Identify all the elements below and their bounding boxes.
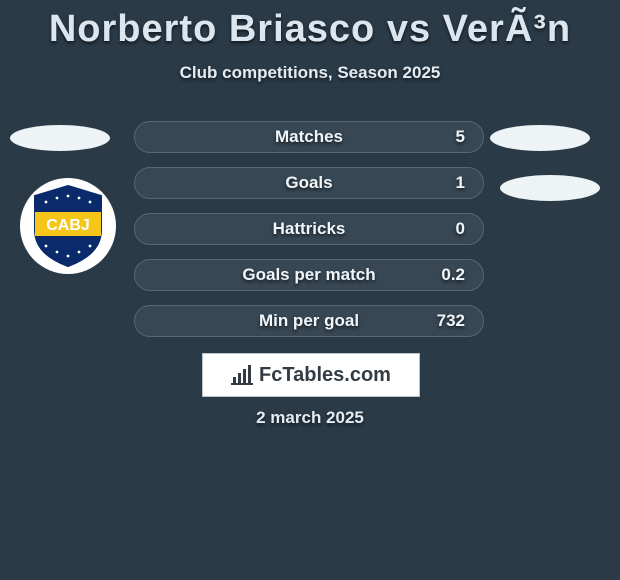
stat-value: 1 [456,168,465,198]
stat-row-matches: Matches 5 [135,122,483,152]
shield-icon: CABJ [31,184,105,268]
comparison-card: Norberto Briasco vs VerÃ³n Club competit… [0,0,620,580]
stat-row-min-per-goal: Min per goal 732 [135,306,483,336]
stats-bars: Matches 5 Goals 1 Hattricks 0 Goals per … [135,122,483,352]
stat-label: Goals [135,168,483,198]
stat-value: 732 [437,306,465,336]
stat-value: 5 [456,122,465,152]
club-badge: CABJ [20,178,116,274]
stat-row-hattricks: Hattricks 0 [135,214,483,244]
date-text: 2 march 2025 [0,408,620,428]
stat-value: 0.2 [441,260,465,290]
page-title: Norberto Briasco vs VerÃ³n [0,0,620,51]
right-oval-placeholder-2 [500,175,600,201]
left-oval-placeholder [10,125,110,151]
subtitle: Club competitions, Season 2025 [0,63,620,83]
bar-chart-icon [231,365,255,385]
stat-label: Matches [135,122,483,152]
stat-label: Min per goal [135,306,483,336]
club-badge-text: CABJ [46,217,90,234]
stat-label: Goals per match [135,260,483,290]
stat-value: 0 [456,214,465,244]
brand-box: FcTables.com [202,353,420,397]
brand-text: FcTables.com [259,364,391,387]
stat-label: Hattricks [135,214,483,244]
stat-row-goals: Goals 1 [135,168,483,198]
right-oval-placeholder-1 [490,125,590,151]
stat-row-goals-per-match: Goals per match 0.2 [135,260,483,290]
